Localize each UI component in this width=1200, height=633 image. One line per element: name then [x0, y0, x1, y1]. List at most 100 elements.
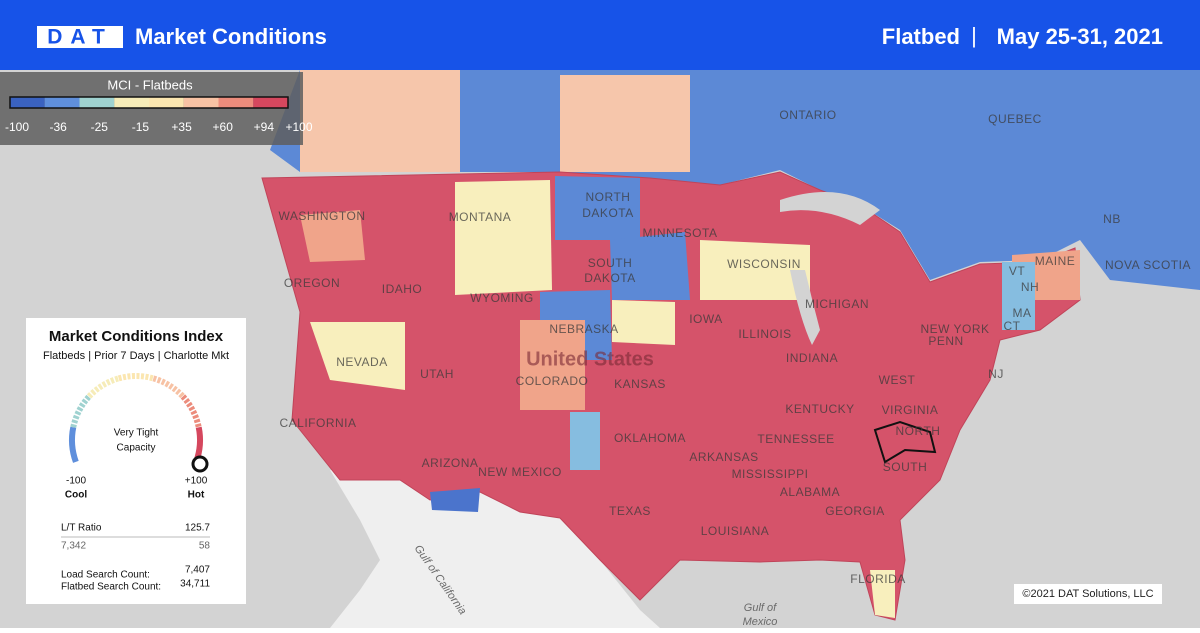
map-label: CT — [1004, 319, 1021, 333]
map-label: KENTUCKY — [785, 402, 854, 416]
region — [612, 300, 675, 345]
map-label: QUEBEC — [988, 112, 1042, 126]
load-search-value: 7,407 — [185, 565, 210, 576]
charlotte-market — [873, 420, 937, 464]
loads: 7,342 — [61, 541, 86, 552]
map-label: VIRGINIA — [882, 403, 939, 417]
map-label: KANSAS — [614, 377, 666, 391]
map-label: MINNESOTA — [643, 226, 718, 240]
legend-swatch — [149, 97, 184, 108]
legend-swatch — [44, 97, 80, 108]
map-label: NEW MEXICO — [478, 465, 562, 479]
logo: DAT — [47, 26, 113, 49]
truck-search-label: Flatbed Search Count: — [61, 582, 161, 593]
map-label: NB — [1103, 212, 1121, 226]
map-label: Mexico — [743, 616, 778, 628]
map-label: ARKANSAS — [689, 450, 758, 464]
region — [520, 320, 585, 410]
lake — [790, 270, 820, 345]
map-label: VT — [1009, 264, 1026, 278]
header-title: Market Conditions — [135, 24, 327, 49]
region — [700, 240, 810, 300]
lake — [780, 192, 880, 225]
map-label: NEVADA — [336, 355, 387, 369]
map-label: NORTH — [586, 190, 631, 204]
card-background — [26, 318, 246, 604]
high-value: +100 — [185, 476, 208, 487]
region — [570, 412, 600, 470]
gauge-segment — [70, 394, 92, 429]
copyright: ©2021 DAT Solutions, LLC — [1022, 588, 1153, 600]
map-label: SOUTH — [588, 256, 633, 270]
map-label: IOWA — [689, 312, 723, 326]
region — [610, 232, 690, 300]
region — [560, 75, 690, 172]
map-label: COLORADO — [516, 374, 589, 388]
mci-card: Market Conditions Index Flatbeds | Prior… — [26, 318, 246, 604]
load-search-label: Load Search Count: — [61, 570, 150, 581]
region — [870, 570, 895, 618]
legend-swatch — [183, 97, 219, 108]
map-label: GEORGIA — [825, 504, 885, 518]
map-label: TEXAS — [609, 504, 651, 518]
map-label: MA — [1013, 306, 1032, 320]
dates: May 25-31, 2021 — [997, 24, 1163, 49]
map-label: ALABAMA — [780, 485, 840, 499]
legend-title: MCI - Flatbeds — [107, 77, 193, 92]
legend-swatch — [114, 97, 149, 108]
map-label: NJ — [988, 367, 1004, 381]
legend-label: -25 — [91, 120, 109, 134]
copyright-box — [1014, 584, 1162, 604]
map-label: United States — [526, 348, 654, 370]
mexico — [330, 470, 660, 628]
map-label: MAINE — [1035, 254, 1076, 268]
map-label: LOUISIANA — [701, 524, 770, 538]
legend-swatch — [218, 97, 254, 108]
map-label: UTAH — [420, 367, 454, 381]
map-label: NOVA SCOTIA — [1105, 258, 1191, 272]
high-label: Hot — [188, 490, 205, 501]
map-label: OREGON — [284, 276, 340, 290]
legend-swatch — [79, 97, 115, 108]
legend-label: -36 — [49, 120, 67, 134]
legend-label: +94 — [254, 120, 275, 134]
map-label: INDIANA — [786, 351, 838, 365]
map-label: ONTARIO — [779, 108, 836, 122]
low-label: Cool — [65, 490, 87, 501]
map-label: ILLINOIS — [738, 327, 791, 341]
map-label: ARIZONA — [422, 456, 479, 470]
map-label: CALIFORNIA — [279, 416, 356, 430]
legend-swatch — [10, 97, 45, 108]
truck-search-value: 34,711 — [180, 579, 210, 590]
card-title: Market Conditions Index — [49, 328, 224, 345]
map-label: NEW YORK — [920, 322, 989, 336]
map-label: NH — [1021, 280, 1039, 294]
map-label: DAKOTA — [584, 271, 635, 285]
region — [300, 70, 460, 172]
legend-label: +60 — [213, 120, 234, 134]
map-label: IDAHO — [382, 282, 423, 296]
map-label: SOUTH — [883, 460, 928, 474]
header — [0, 0, 1200, 70]
map-label: PENN — [928, 334, 963, 348]
low-value: -100 — [66, 476, 86, 487]
ratio-value: 125.7 — [185, 523, 210, 534]
separator: | — [971, 23, 977, 48]
status: Capacity — [117, 443, 156, 454]
card-subtitle: Flatbeds | Prior 7 Days | Charlotte Mkt — [43, 350, 229, 362]
map-label: DAKOTA — [582, 206, 633, 220]
status: Very Tight — [114, 428, 159, 439]
region — [1002, 262, 1035, 330]
map-label: FLORIDA — [850, 572, 906, 586]
map-label: WISCONSIN — [727, 257, 801, 271]
gauge-segment — [152, 375, 186, 399]
region — [300, 210, 365, 262]
map-label: WASHINGTON — [278, 209, 365, 223]
ratio-label: L/T Ratio — [61, 523, 102, 534]
gauge-needle — [191, 455, 209, 473]
map-label: MISSISSIPPI — [732, 467, 809, 481]
map-label: TENNESSEE — [757, 432, 834, 446]
gauge-segment — [180, 394, 202, 429]
region — [555, 176, 640, 240]
logo-box — [37, 26, 123, 48]
